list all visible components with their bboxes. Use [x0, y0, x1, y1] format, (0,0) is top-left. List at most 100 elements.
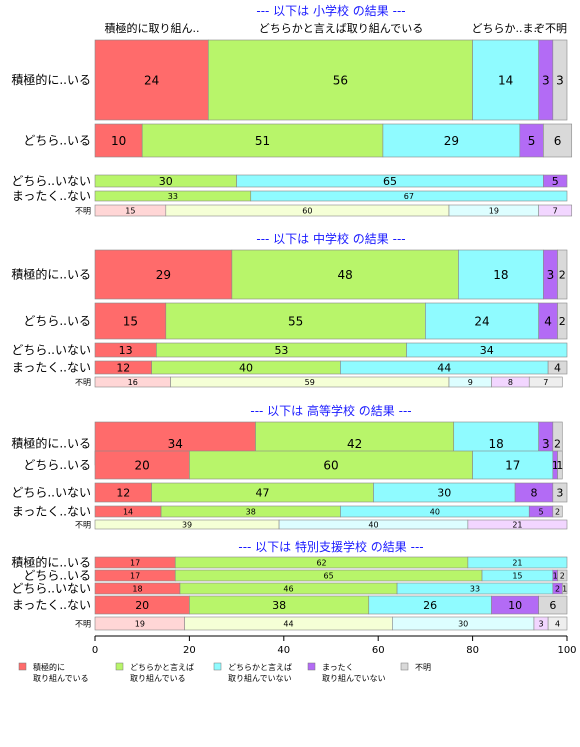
data-label: 15 — [512, 571, 522, 580]
data-label: 7 — [543, 378, 548, 387]
row-label: どちら..いる — [23, 314, 91, 328]
bar-segment-c3 — [406, 342, 568, 358]
data-label: 3 — [556, 73, 564, 87]
data-label: 18 — [493, 268, 508, 282]
bar-segment-c5 — [552, 482, 568, 503]
data-label: 38 — [272, 599, 286, 612]
bar-segment-c2 — [165, 302, 426, 340]
data-label: 60 — [323, 458, 338, 472]
row-label: どちら..いない — [11, 486, 91, 500]
data-label: 46 — [283, 584, 293, 593]
bar-segment-c1 — [94, 302, 167, 340]
data-label: 20 — [135, 458, 150, 472]
bar-segment-c5 — [557, 249, 568, 300]
legend-swatch-c3 — [213, 662, 222, 671]
data-label: 29 — [444, 134, 459, 148]
data-label: 3 — [547, 268, 555, 282]
data-label: 10 — [508, 599, 522, 612]
legend-label: 取り組んでいる — [33, 673, 89, 683]
data-label: 14 — [123, 507, 133, 516]
data-label: 2 — [559, 315, 566, 328]
row-label: 積極的に..いる — [11, 555, 91, 570]
bar-segment-c5 — [528, 376, 563, 388]
row-label: 不明 — [75, 378, 91, 387]
row-label: 不明 — [75, 620, 91, 629]
row-label: どちら..いる — [23, 569, 91, 583]
bar-segment-c3 — [458, 249, 544, 300]
bar-segment-c4 — [543, 174, 568, 188]
legend-label: 取り組んでいない — [322, 673, 386, 683]
legend-swatch-c4 — [307, 662, 316, 671]
row-label: 不明 — [75, 521, 91, 530]
data-label: 17 — [505, 458, 520, 472]
data-label: 1 — [552, 459, 559, 472]
data-label: 3 — [538, 619, 543, 628]
data-label: 2 — [559, 269, 566, 282]
bar-segment-c5 — [547, 360, 568, 375]
data-label: 18 — [132, 584, 142, 593]
data-label: 60 — [302, 206, 312, 215]
bar-segment-c3 — [472, 39, 539, 121]
data-label: 42 — [347, 437, 362, 451]
bar-segment-c3 — [472, 450, 554, 480]
data-label: 44 — [283, 619, 293, 628]
data-label: 8 — [508, 378, 513, 387]
data-label: 34 — [168, 437, 183, 451]
data-label: 26 — [423, 599, 437, 612]
data-label: 38 — [246, 507, 256, 516]
data-label: 14 — [498, 73, 513, 87]
row-label: 不明 — [75, 207, 91, 216]
data-label: 59 — [305, 378, 315, 387]
bar-segment-c5 — [543, 123, 573, 158]
data-label: 19 — [489, 206, 499, 215]
data-label: 40 — [239, 362, 253, 375]
data-label: 65 — [324, 571, 334, 580]
bar-segment-c2 — [207, 39, 473, 121]
data-label: 16 — [128, 378, 138, 387]
data-label: 34 — [480, 344, 494, 357]
data-label: 30 — [458, 619, 468, 628]
data-label: 9 — [468, 378, 473, 387]
data-label: 3 — [542, 437, 550, 451]
data-label: 5 — [528, 134, 536, 148]
data-label: 40 — [368, 520, 378, 529]
column-header: ぞ不明 — [534, 22, 567, 35]
data-label: 8 — [530, 487, 537, 500]
data-label: 2 — [555, 507, 560, 516]
legend-label: どちらかと言えば — [228, 662, 292, 672]
data-label: 21 — [512, 558, 522, 567]
panel-title: --- 以下は 中学校 の結果 --- — [256, 231, 405, 246]
data-label: 4 — [544, 314, 552, 328]
data-label: 56 — [333, 73, 348, 87]
data-label: 24 — [474, 314, 489, 328]
data-label: 51 — [255, 134, 270, 148]
data-label: 17 — [130, 571, 140, 580]
bar-segment-c1 — [94, 39, 209, 121]
data-label: 2 — [554, 438, 561, 451]
bar-segment-c1 — [94, 249, 233, 300]
data-label: 2 — [560, 571, 565, 580]
data-label: 62 — [316, 558, 326, 567]
row-label: まったく..ない — [12, 598, 91, 612]
x-tick-label: 0 — [92, 645, 98, 656]
row-label: まったく..ない — [12, 189, 91, 203]
data-label: 55 — [288, 314, 303, 328]
data-label: 39 — [182, 520, 192, 529]
data-label: 6 — [549, 599, 556, 612]
panel-title: --- 以下は 高等学校 の結果 --- — [250, 403, 411, 418]
data-label: 33 — [470, 584, 480, 593]
data-label: 5 — [538, 507, 543, 516]
bar-segment-c1 — [94, 123, 143, 158]
data-label: 15 — [123, 314, 138, 328]
data-label: 47 — [256, 487, 270, 500]
data-label: 40 — [430, 507, 440, 516]
data-label: 21 — [512, 520, 522, 529]
data-label: 17 — [130, 558, 140, 567]
data-label: 67 — [404, 192, 414, 201]
data-label: 3 — [542, 73, 550, 87]
data-label: 10 — [111, 134, 126, 148]
data-label: 48 — [338, 268, 353, 282]
row-label: どちら..いない — [11, 343, 91, 357]
data-label: 7 — [553, 206, 558, 215]
